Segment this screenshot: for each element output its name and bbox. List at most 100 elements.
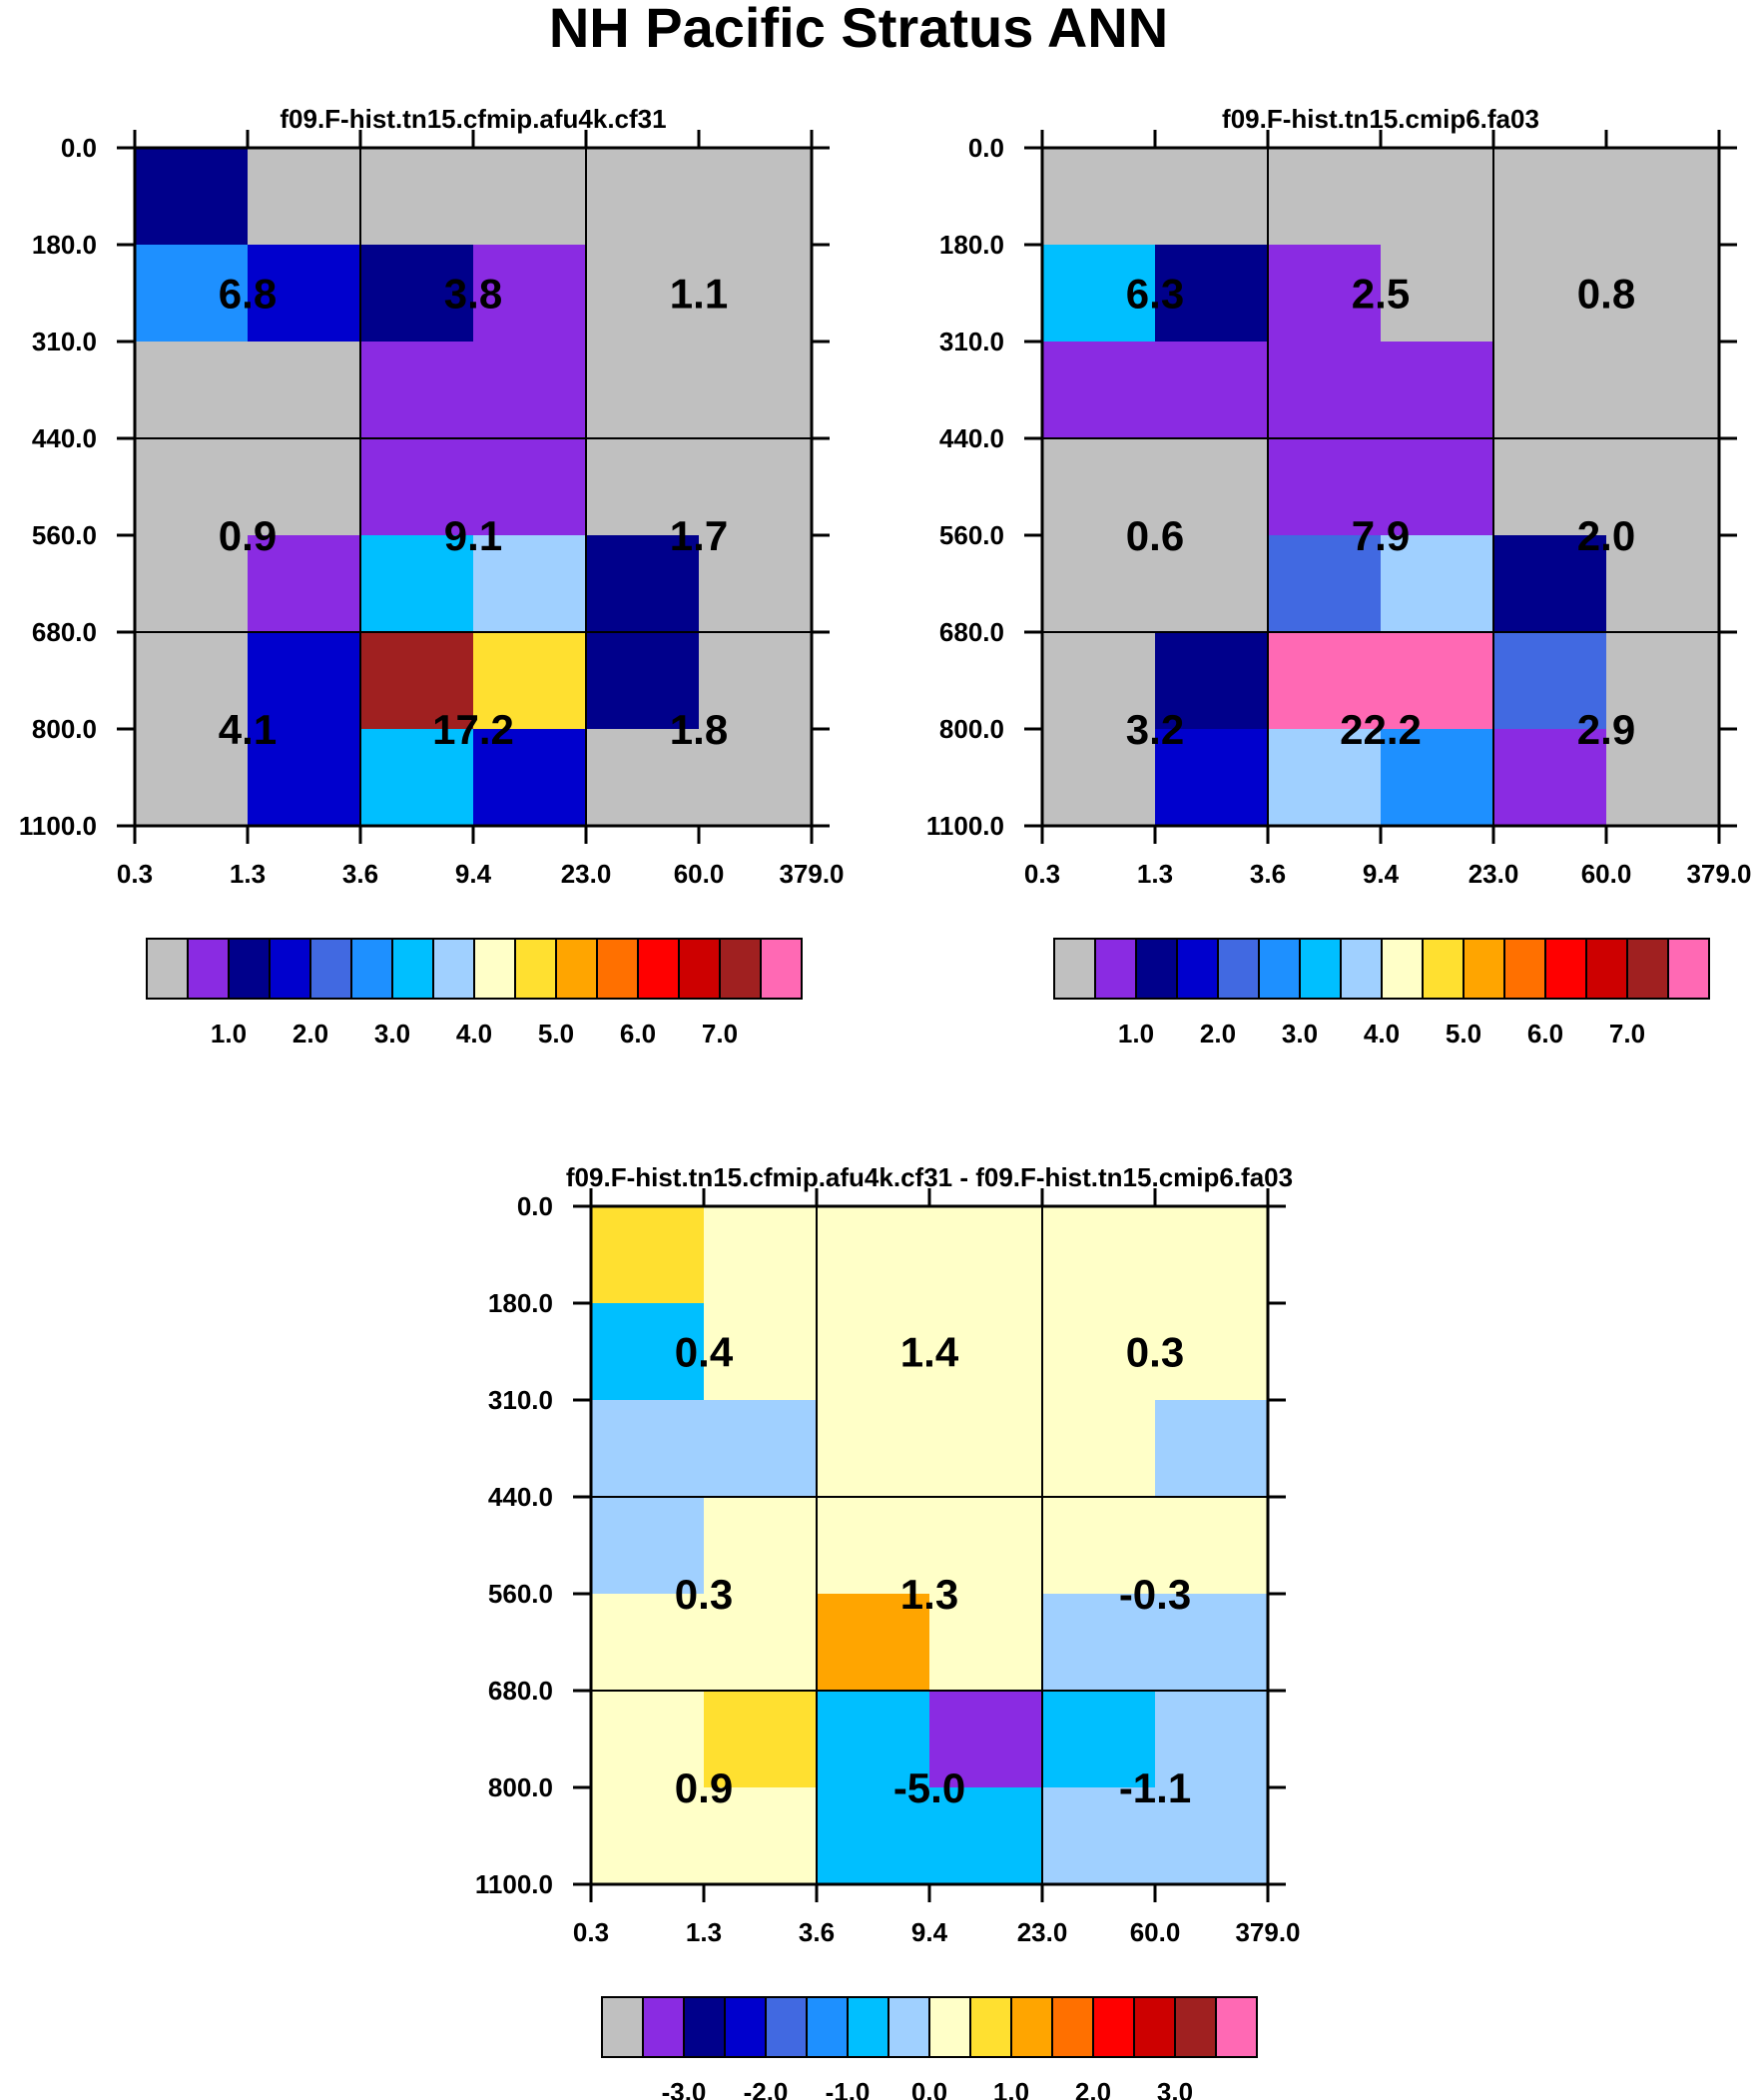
colorbar-swatch xyxy=(596,938,639,1000)
heatmap-cell xyxy=(135,148,249,246)
heatmap-cell xyxy=(1381,342,1494,439)
colorbar-swatch xyxy=(269,938,311,1000)
y-tick-label: 560.0 xyxy=(939,520,1004,550)
y-tick-label: 680.0 xyxy=(488,1676,553,1706)
summary-value: 17.2 xyxy=(432,706,514,753)
y-tick-label: 180.0 xyxy=(939,230,1004,260)
heatmap-cell xyxy=(1155,1400,1269,1498)
summary-value: 2.5 xyxy=(1352,271,1410,318)
colorbar-swatch xyxy=(1217,938,1260,1000)
summary-value: 2.9 xyxy=(1577,706,1635,753)
colorbar-swatch xyxy=(1092,1996,1135,2058)
summary-value: -0.3 xyxy=(1119,1571,1191,1618)
heatmap-cell xyxy=(135,632,249,730)
colorbar-swatch xyxy=(1053,938,1096,1000)
y-tick-label: 800.0 xyxy=(939,714,1004,744)
colorbar-swatch xyxy=(1585,938,1628,1000)
heatmap-cell xyxy=(817,1594,930,1692)
heatmap-cell xyxy=(1042,438,1156,536)
colorbar-swatch xyxy=(514,938,557,1000)
colorbar-swatch xyxy=(473,938,516,1000)
heatmap-cell xyxy=(1493,245,1607,343)
heatmap-cell xyxy=(591,1787,705,1885)
colorbar-swatch xyxy=(806,1996,849,2058)
colorbar-swatch xyxy=(1010,1996,1053,2058)
colorbar-label: 1.0 xyxy=(211,1019,247,1049)
heatmap-cell xyxy=(1042,1497,1156,1595)
heatmap-cell xyxy=(135,245,249,343)
heatmap-cell xyxy=(1268,632,1382,730)
heatmap-cell xyxy=(591,1303,705,1401)
heatmap-cell xyxy=(929,1400,1043,1498)
heatmap-cell xyxy=(1155,1787,1269,1885)
heatmap-cell xyxy=(929,1497,1043,1595)
heatmap-cell xyxy=(1381,729,1494,827)
heatmap-cell xyxy=(1268,148,1382,246)
colorbar-swatch xyxy=(683,1996,726,2058)
heatmap-cell xyxy=(704,1400,818,1498)
heatmap-cell xyxy=(817,1691,930,1788)
heatmap-cell xyxy=(1493,535,1607,633)
heatmap-cell xyxy=(1042,632,1156,730)
x-tick-label: 3.6 xyxy=(1250,859,1286,889)
summary-value: 1.1 xyxy=(670,271,728,318)
heatmap-cell xyxy=(704,1303,818,1401)
heatmap-cell xyxy=(1606,342,1720,439)
x-tick-label: 1.3 xyxy=(686,1917,722,1947)
heatmap-cell xyxy=(704,1206,818,1304)
x-tick-label: 379.0 xyxy=(1235,1917,1300,1947)
summary-value: 1.7 xyxy=(670,512,728,559)
colorbar-label: -2.0 xyxy=(744,2077,789,2100)
y-tick-label: 560.0 xyxy=(488,1579,553,1609)
heatmap-cell xyxy=(591,1400,705,1498)
heatmap-cell xyxy=(704,1497,818,1595)
colorbar-label: 6.0 xyxy=(620,1019,656,1049)
summary-value: 0.6 xyxy=(1126,512,1184,559)
heatmap-cell xyxy=(1493,148,1607,246)
x-tick-label: 3.6 xyxy=(342,859,378,889)
y-tick-label: 800.0 xyxy=(488,1772,553,1802)
colorbar-swatch xyxy=(1463,938,1505,1000)
summary-value: 0.9 xyxy=(219,512,277,559)
heatmap-cell xyxy=(1268,342,1382,439)
heatmap-cell xyxy=(586,535,700,633)
heatmap-cell xyxy=(1606,632,1720,730)
y-tick-label: 440.0 xyxy=(32,423,97,453)
summary-value: 0.4 xyxy=(675,1329,734,1376)
heatmap-cell xyxy=(1155,245,1269,343)
x-tick-label: 60.0 xyxy=(1581,859,1632,889)
colorbar-label: 3.0 xyxy=(1157,2077,1193,2100)
colorbar-swatch xyxy=(309,938,352,1000)
x-tick-label: 1.3 xyxy=(1137,859,1173,889)
colorbar-label: 0.0 xyxy=(911,2077,947,2100)
heatmap-cell xyxy=(586,632,700,730)
colorbar-swatch xyxy=(1422,938,1465,1000)
colorbar-swatch xyxy=(1258,938,1301,1000)
colorbar-label: 3.0 xyxy=(1282,1019,1318,1049)
summary-value: 3.8 xyxy=(444,271,502,318)
heatmap-cell xyxy=(360,632,474,730)
colorbar-swatch xyxy=(1299,938,1342,1000)
heatmap-cell xyxy=(1493,342,1607,439)
x-tick-label: 0.3 xyxy=(117,859,153,889)
y-tick-label: 0.0 xyxy=(61,133,97,163)
heatmap-cell xyxy=(699,729,813,827)
heatmap-cell xyxy=(135,342,249,439)
heatmap-cell xyxy=(586,729,700,827)
colorbar-label: 7.0 xyxy=(1609,1019,1645,1049)
colorbar-swatch xyxy=(432,938,475,1000)
colorbar-swatch xyxy=(1626,938,1669,1000)
colorbar-swatch xyxy=(637,938,680,1000)
heatmap-cell xyxy=(817,1497,930,1595)
colorbar-label: 2.0 xyxy=(293,1019,328,1049)
heatmap-cell xyxy=(248,245,361,343)
summary-value: 1.4 xyxy=(900,1329,959,1376)
heatmap-cell xyxy=(1268,729,1382,827)
heatmap-cell xyxy=(1493,438,1607,536)
colorbar-swatch xyxy=(601,1996,644,2058)
heatmap-cell xyxy=(586,438,700,536)
heatmap-cell xyxy=(591,1691,705,1788)
colorbar-swatch xyxy=(146,938,189,1000)
colorbar-swatch xyxy=(1544,938,1587,1000)
colorbar-swatch xyxy=(765,1996,808,2058)
